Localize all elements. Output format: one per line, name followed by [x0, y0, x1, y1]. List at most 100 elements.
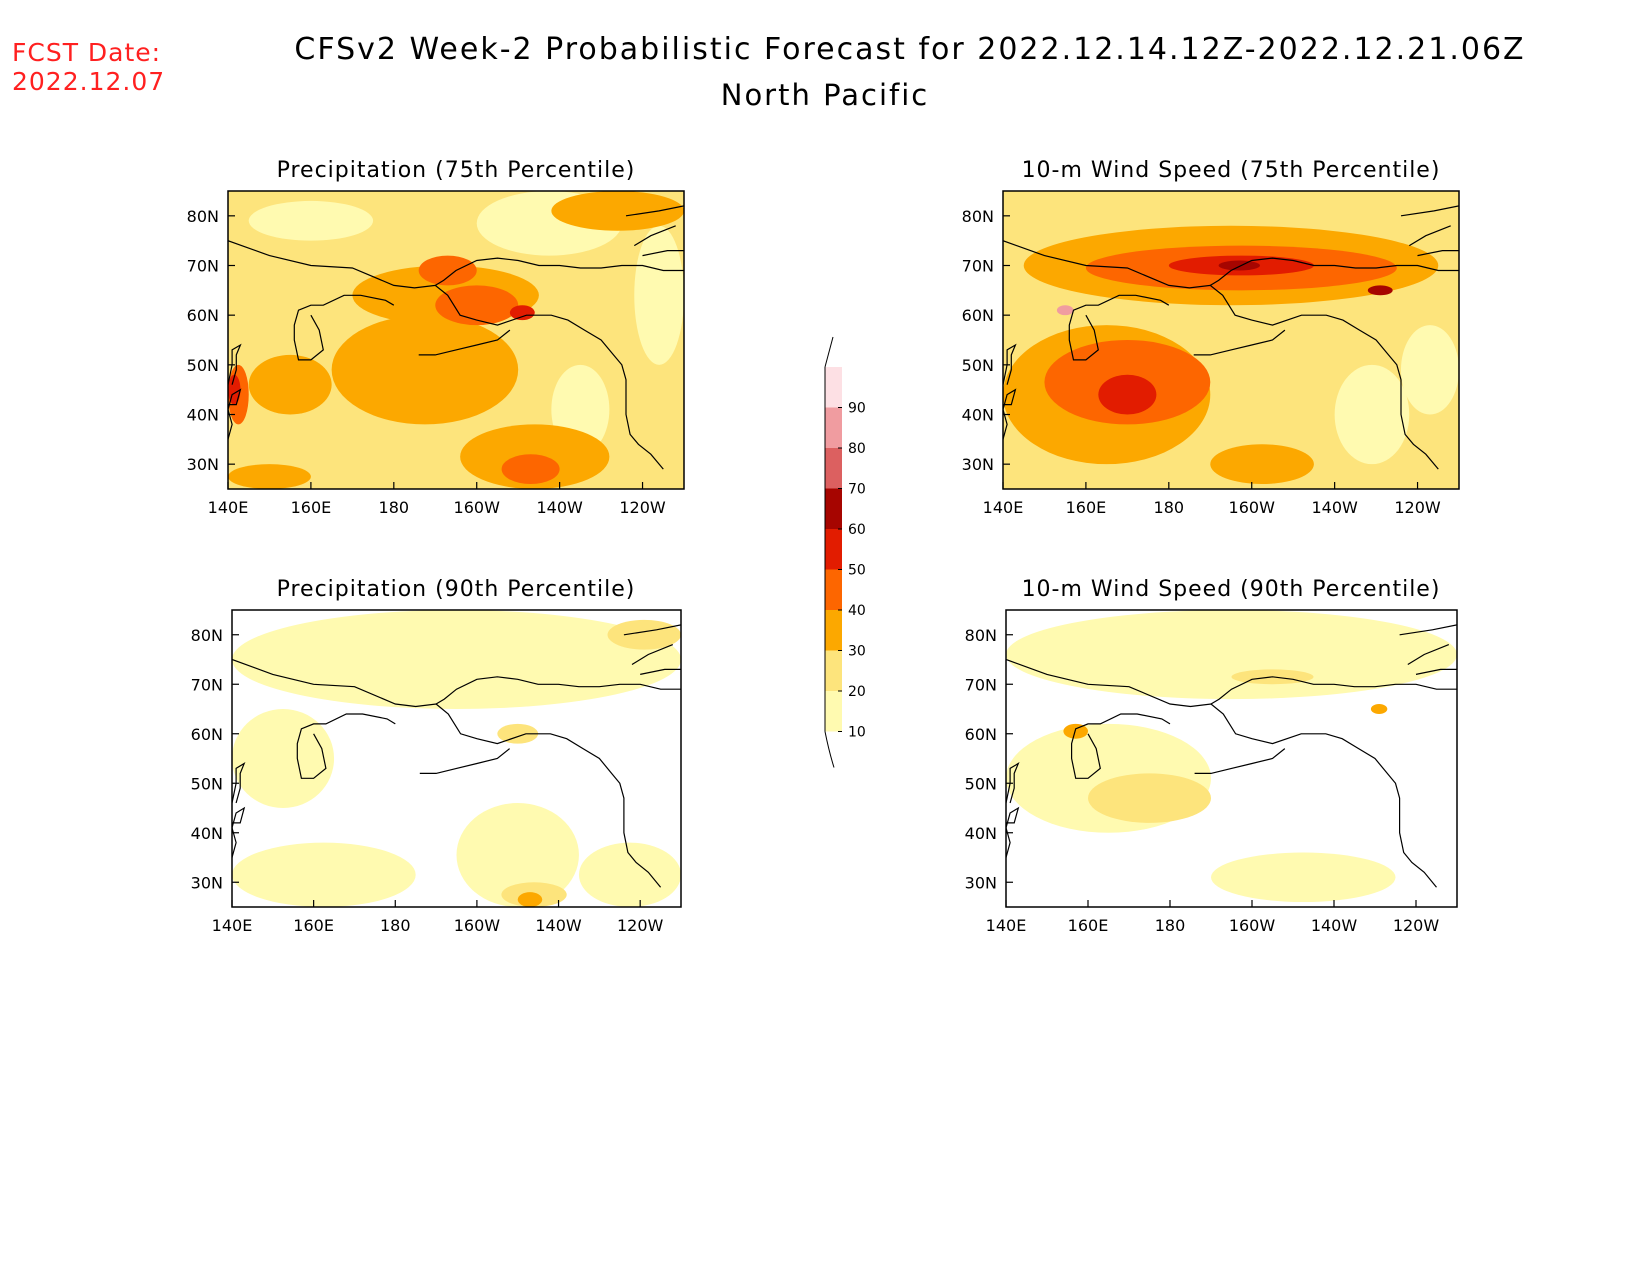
coastline	[1415, 668, 1457, 675]
colorbar-label: 20	[848, 684, 866, 700]
colorbar-label: 30	[848, 644, 866, 660]
lon-tick-label: 160W	[454, 916, 501, 935]
lon-tick-label: 140W	[1311, 498, 1358, 517]
probability-region	[232, 842, 416, 907]
colorbar-swatch	[825, 691, 842, 732]
lat-tick-label: 40N	[962, 406, 994, 425]
probability-region	[418, 255, 477, 286]
probability-region	[497, 723, 539, 744]
probability-region	[232, 610, 681, 709]
map-panel-4: 10-m Wind Speed (90th Percentile) 140E 160…	[965, 577, 1458, 935]
coastline	[1399, 624, 1457, 636]
panel-title: 10-m Wind Speed (90th Percentile)	[1022, 577, 1441, 602]
colorbar-bottom-cap	[824, 731, 835, 768]
lon-tick-label: 160W	[1229, 916, 1276, 935]
lat-tick-label: 60N	[191, 725, 223, 744]
lon-tick-label: 160W	[454, 498, 501, 517]
probability-region	[1063, 723, 1088, 739]
lon-tick-label: 160E	[291, 498, 332, 517]
probability-region	[1056, 305, 1074, 316]
lon-tick-label: 120W	[617, 916, 664, 935]
probability-region	[517, 892, 543, 907]
colorbar-swatch	[825, 650, 842, 691]
coastline	[1417, 250, 1459, 257]
coastline	[1194, 748, 1286, 774]
coastline	[1071, 713, 1171, 779]
colorbar-label: 70	[848, 482, 866, 498]
probability-region	[1367, 285, 1393, 296]
lat-tick-label: 30N	[191, 873, 223, 892]
colorbar-swatch	[825, 407, 842, 448]
lon-tick-label: 180	[379, 498, 410, 517]
map-panel-1: Precipitation (75th Percentile) 140E 160E 1…	[187, 158, 685, 517]
panel-title: Precipitation (75th Percentile)	[277, 158, 636, 183]
colorbar-label: 40	[848, 603, 866, 619]
lat-tick-label: 60N	[965, 725, 997, 744]
coastline	[642, 250, 684, 257]
lon-tick-label: 140W	[1311, 916, 1358, 935]
probability-region	[1334, 364, 1410, 465]
coastline	[293, 294, 395, 361]
lon-tick-label: 160E	[293, 916, 334, 935]
fcst-date-caption: FCST Date:	[12, 38, 162, 67]
colorbar: 10 20 30 40 50 60 70 80 90	[824, 336, 866, 768]
probability-region	[578, 842, 681, 907]
lat-tick-label: 50N	[962, 356, 994, 375]
lat-tick-label: 80N	[191, 626, 223, 645]
colorbar-label: 60	[848, 522, 866, 538]
colorbar-swatch	[825, 367, 842, 408]
lat-tick-label: 50N	[191, 774, 223, 793]
lon-tick-label: 120W	[1393, 916, 1440, 935]
coastline	[1003, 240, 1439, 470]
colorbar-swatch	[825, 569, 842, 610]
probability-region	[248, 200, 374, 241]
coastline	[1006, 658, 1437, 888]
lon-tick-label: 140E	[208, 498, 249, 517]
colorbar-swatch	[825, 529, 842, 570]
probability-region	[551, 191, 684, 231]
map-frame	[1002, 190, 1460, 490]
probability-region	[456, 803, 579, 907]
probability-region	[1210, 444, 1314, 485]
probability-region	[634, 225, 684, 365]
lon-tick-label: 140E	[983, 498, 1024, 517]
coastline	[631, 644, 674, 666]
colorbar-top-cap	[824, 336, 834, 368]
lat-tick-label: 50N	[965, 774, 997, 793]
forecast-date-label: FCST Date: 2022.12.07	[12, 38, 165, 96]
map-frame	[227, 190, 685, 490]
lat-tick-label: 30N	[187, 455, 219, 474]
coastline	[633, 225, 676, 247]
probability-region	[1370, 704, 1388, 714]
coastline	[435, 676, 681, 705]
lat-tick-label: 50N	[187, 356, 219, 375]
coastline	[623, 624, 681, 636]
lon-tick-label: 140E	[986, 916, 1027, 935]
coastline	[1400, 205, 1459, 217]
fcst-date-value: 2022.12.07	[12, 67, 166, 96]
probability-field	[232, 610, 681, 907]
lat-tick-label: 40N	[187, 406, 219, 425]
coastline	[296, 713, 396, 779]
probability-region	[501, 454, 560, 485]
probability-region	[1088, 773, 1211, 823]
colorbar-label: 50	[848, 563, 866, 579]
colorbar-label: 80	[848, 441, 866, 457]
coastline	[434, 257, 684, 286]
lon-tick-label: 180	[1155, 916, 1186, 935]
coastline	[1210, 676, 1457, 705]
map-frame	[231, 609, 682, 908]
probability-region	[1211, 852, 1396, 903]
colorbar-label: 90	[848, 401, 866, 417]
lat-tick-label: 70N	[965, 675, 997, 694]
page-title: CFSv2 Week-2 Probabilistic Forecast for …	[294, 32, 1526, 67]
lat-tick-label: 30N	[962, 455, 994, 474]
coastline	[1407, 644, 1450, 666]
probability-region	[1218, 260, 1261, 271]
map-panel-2: 10-m Wind Speed (75th Percentile) 140E 160…	[962, 158, 1460, 517]
probability-region	[228, 464, 311, 489]
coastline	[232, 658, 662, 888]
probability-region	[1006, 610, 1457, 700]
map-panel-3: Precipitation (90th Percentile) 140E 160E 1…	[191, 577, 682, 935]
